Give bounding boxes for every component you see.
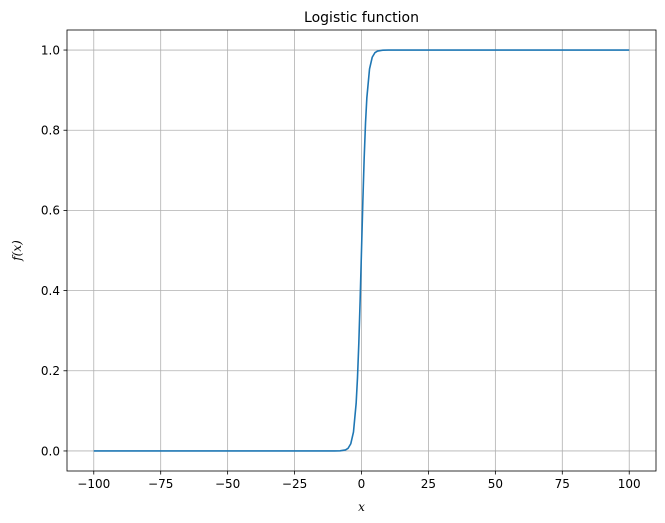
x-axis-ticks: −100 −75 −50 −25 0 25 50 75 100	[77, 471, 641, 491]
x-tick-label: 100	[618, 477, 641, 491]
x-tick-label: −75	[148, 477, 173, 491]
x-tick-label: −25	[282, 477, 307, 491]
y-tick-label: 0.2	[41, 364, 60, 378]
x-tick-label: 75	[555, 477, 570, 491]
x-tick-label: −100	[77, 477, 110, 491]
series-line	[93, 49, 630, 452]
x-tick-label: −50	[215, 477, 240, 491]
y-tick-label: 0.4	[41, 284, 60, 298]
x-tick-label: 50	[488, 477, 503, 491]
y-axis-ticks: 0.0 0.2 0.4 0.6 0.8 1.0	[41, 43, 67, 458]
x-axis-label: x	[358, 500, 365, 514]
y-tick-label: 1.0	[41, 43, 60, 57]
y-tick-label: 0.8	[41, 124, 60, 138]
chart-title: Logistic function	[304, 10, 419, 26]
x-tick-label: 25	[421, 477, 436, 491]
y-tick-label: 0.0	[41, 444, 60, 458]
x-tick-label: 0	[358, 477, 366, 491]
series-layer	[93, 49, 630, 452]
y-tick-label: 0.6	[41, 204, 60, 218]
y-axis-label: f(x)	[10, 240, 24, 262]
